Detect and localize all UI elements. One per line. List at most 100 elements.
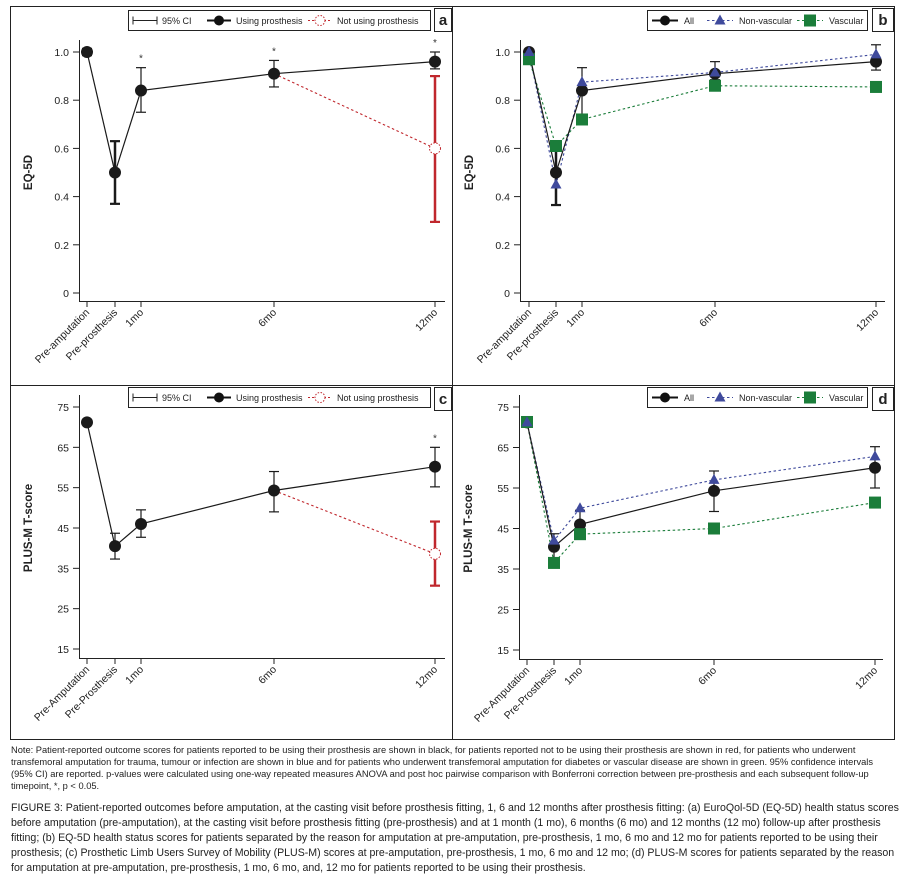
y-tick-label: 0.6	[54, 143, 69, 155]
y-axis-label: PLUS-M T-score	[23, 484, 35, 572]
legend-label-non-vascular: Non-vascular	[739, 16, 792, 26]
data-point	[708, 522, 720, 535]
series-line-vascular	[528, 59, 877, 148]
data-point	[576, 76, 588, 87]
data-point	[135, 517, 147, 530]
series-line-all	[528, 51, 877, 175]
panel-a: a00.20.40.60.81.0EQ-5DPre-amputationPre-…	[23, 8, 452, 366]
panel-letter-box	[872, 387, 894, 411]
panel-letter-box	[434, 8, 452, 32]
y-tick-label: 0.4	[54, 192, 69, 204]
data-point	[550, 166, 562, 179]
legend-using-marker	[214, 15, 224, 26]
caption-label: FIGURE 3:	[11, 802, 63, 814]
y-tick-label: 0.2	[54, 240, 69, 252]
y-tick-label: 15	[57, 644, 69, 656]
x-tick-label: 1mo	[562, 665, 585, 688]
legend-label-ci: 95% CI	[162, 393, 192, 403]
panel-letter: d	[878, 391, 887, 408]
y-axis-label: PLUS-M T-score	[463, 484, 475, 572]
x-tick-label: 1mo	[564, 307, 587, 330]
y-tick-label: 45	[57, 523, 69, 535]
x-tick-label: 12mo	[854, 307, 881, 334]
data-point	[135, 84, 147, 97]
x-tick-label: 1mo	[123, 664, 146, 687]
x-tick-label: 1mo	[123, 307, 146, 330]
series-line-not-using-prosthesis	[273, 73, 436, 149]
y-tick-label: 55	[57, 483, 69, 495]
panel-b: b00.20.40.60.81.0EQ-5DPre-amputationPre-…	[464, 8, 894, 366]
y-tick-label: 35	[497, 564, 509, 576]
significance-marker: *	[433, 38, 437, 49]
legend-not-using-marker	[314, 15, 326, 26]
legend-not-using-marker	[314, 392, 326, 403]
y-axis-label: EQ-5D	[23, 155, 35, 190]
data-point	[109, 166, 121, 179]
y-tick-label: 1.0	[54, 47, 69, 59]
legend-box	[128, 10, 431, 31]
data-point	[709, 66, 721, 77]
data-point	[709, 79, 721, 92]
y-tick-label: 35	[57, 563, 69, 575]
x-tick-label: 12mo	[413, 664, 440, 691]
data-point	[576, 113, 588, 126]
y-tick-label: 0.8	[495, 95, 510, 107]
y-axis-label: EQ-5D	[464, 155, 476, 190]
legend-label-non-vascular: Non-vascular	[739, 393, 792, 403]
legend-non-vascular-marker	[714, 14, 726, 25]
data-point	[870, 55, 882, 68]
legend-label-not-using: Not using prosthesis	[337, 393, 419, 403]
data-point	[869, 450, 881, 461]
caption-text: Patient-reported outcomes before amputat…	[11, 802, 899, 874]
legend-all-marker	[660, 392, 670, 403]
x-tick-label: 12mo	[413, 307, 440, 334]
data-point	[429, 55, 441, 68]
legend-vascular-marker	[804, 391, 816, 404]
legend-label-all: All	[684, 16, 694, 26]
data-point	[550, 139, 562, 152]
data-point	[521, 416, 533, 427]
series-line-non-vascular	[526, 422, 876, 542]
data-point	[109, 540, 121, 553]
legend-label-all: All	[684, 393, 694, 403]
y-tick-label: 1.0	[495, 47, 510, 59]
y-tick-label: 0.4	[495, 192, 510, 204]
data-point	[268, 67, 280, 80]
data-point	[429, 142, 441, 155]
panel-letter-box	[434, 387, 452, 411]
significance-marker: *	[139, 54, 143, 65]
panel-letter: b	[878, 12, 887, 29]
data-point	[523, 46, 535, 56]
x-tick-label: 6mo	[256, 664, 279, 687]
legend-label-using: Using prosthesis	[236, 393, 303, 403]
figure-3: a00.20.40.60.81.0EQ-5DPre-amputationPre-…	[10, 6, 895, 740]
y-tick-label: 65	[497, 443, 509, 455]
y-tick-label: 55	[497, 483, 509, 495]
data-point	[429, 547, 441, 560]
data-point	[268, 484, 280, 497]
y-tick-label: 15	[497, 645, 509, 657]
figure-note: Note: Patient-reported outcome scores fo…	[11, 745, 873, 791]
data-point	[81, 416, 93, 429]
legend-label-using: Using prosthesis	[236, 16, 303, 26]
x-tick-label: 6mo	[256, 307, 279, 330]
y-tick-label: 0.2	[495, 240, 510, 252]
y-tick-label: 65	[57, 442, 69, 454]
legend-vascular-marker	[804, 14, 816, 27]
legend-label-vascular: Vascular	[829, 393, 863, 403]
data-point	[429, 460, 441, 473]
panel-letter: a	[439, 12, 448, 29]
legend-non-vascular-marker	[714, 391, 726, 402]
data-point	[548, 556, 560, 569]
y-tick-label: 0	[63, 288, 69, 300]
panel-letter-box	[872, 8, 894, 32]
data-point	[870, 48, 882, 59]
data-point	[869, 461, 881, 474]
data-point	[574, 502, 586, 513]
legend-box	[128, 387, 431, 408]
y-tick-label: 75	[57, 402, 69, 414]
x-tick-label: 12mo	[853, 665, 880, 692]
legend-label-not-using: Not using prosthesis	[337, 16, 419, 26]
panel-letter: c	[439, 391, 447, 408]
